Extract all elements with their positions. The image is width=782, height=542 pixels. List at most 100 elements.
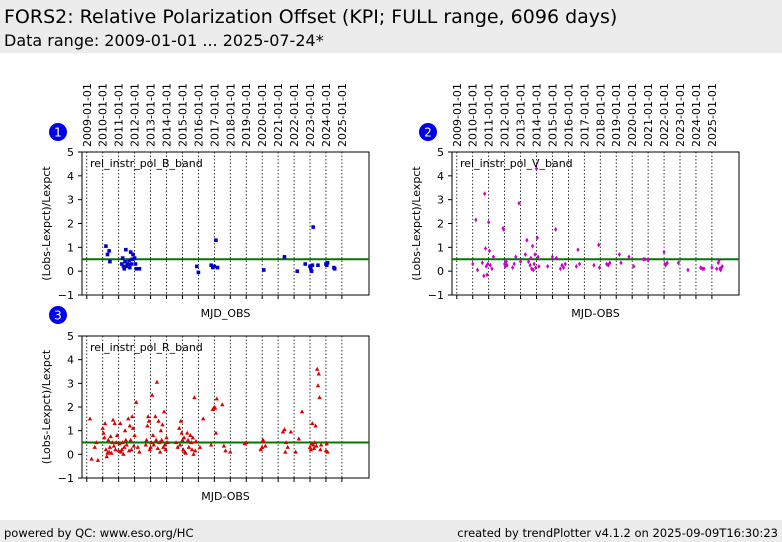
plot-frame (81, 151, 370, 296)
data-point (123, 437, 129, 442)
data-point (643, 256, 647, 262)
data-point (144, 437, 149, 442)
data-point (160, 422, 165, 427)
data-point (118, 449, 124, 454)
data-point (280, 429, 286, 434)
data-point (213, 430, 219, 435)
data-point (107, 249, 111, 253)
data-point (137, 266, 142, 271)
data-point (119, 447, 125, 452)
data-point (121, 451, 126, 456)
data-point (131, 443, 137, 448)
data-point (110, 440, 115, 445)
x-tick-label: 2009-01-01 (81, 83, 94, 147)
data-point (181, 447, 186, 452)
data-point (563, 261, 567, 267)
data-point (103, 447, 109, 452)
data-point (127, 258, 131, 263)
data-point (161, 409, 167, 414)
data-point (193, 438, 199, 443)
data-point (165, 440, 170, 445)
data-point (120, 262, 124, 266)
data-point (129, 262, 134, 266)
data-point (299, 409, 305, 414)
data-point (483, 191, 487, 197)
data-point (214, 238, 218, 242)
data-point (608, 260, 612, 266)
data-point (577, 261, 582, 267)
data-point (212, 405, 218, 410)
data-point (528, 262, 532, 268)
data-point (720, 264, 724, 269)
data-point (121, 264, 126, 269)
data-point (311, 446, 317, 451)
chart-panel-2: 2009-01-01 2010-01-01 2011-01-01 2012-01-01… (410, 83, 740, 320)
data-point (126, 263, 131, 268)
data-point (153, 437, 159, 442)
data-point (554, 227, 558, 232)
x-tick-label: 2019-01-01 (610, 83, 623, 147)
data-point (303, 262, 308, 266)
data-point (710, 265, 714, 270)
page-title: FORS2: Relative Polarization Offset (KPI… (4, 6, 618, 28)
panel-badge (419, 123, 437, 141)
data-point (193, 448, 198, 453)
y-tick-label: 1 (67, 241, 74, 254)
x-tick-label: 2017-01-01 (578, 83, 591, 147)
data-point (258, 447, 263, 452)
data-point (518, 259, 523, 265)
data-point (315, 383, 321, 388)
data-point (104, 454, 109, 459)
data-point (488, 262, 492, 268)
data-point (536, 254, 540, 260)
data-point (124, 442, 129, 447)
data-point (200, 416, 206, 421)
x-tick-label: 2013-01-01 (515, 83, 528, 147)
data-point (126, 448, 132, 453)
data-point (191, 451, 196, 456)
data-point (147, 447, 152, 452)
data-point (181, 435, 187, 440)
y-tick-label: −1 (58, 289, 74, 302)
data-point (135, 444, 141, 449)
y-tick-label: 5 (67, 330, 74, 343)
data-point (282, 255, 287, 259)
data-point (122, 428, 128, 433)
data-point (183, 450, 188, 455)
data-point (178, 418, 184, 423)
data-point (562, 265, 566, 270)
data-point (123, 259, 127, 264)
data-point (293, 449, 298, 454)
chart-panel-1: 2009-01-01 2010-01-01 2011-01-01 2012-01-01… (40, 83, 370, 320)
data-point (471, 261, 475, 267)
y-tick-label: 3 (67, 194, 74, 207)
x-tick-label: 2018-01-01 (594, 83, 607, 147)
plot-frame (451, 151, 740, 296)
data-point (558, 266, 563, 272)
data-point (189, 440, 194, 445)
panel-number: 2 (424, 126, 432, 140)
data-point (676, 260, 681, 266)
data-point (162, 442, 168, 447)
data-point (474, 217, 478, 223)
y-tick-label: 1 (437, 241, 444, 254)
data-point (311, 225, 315, 229)
x-tick-label: 2012-01-01 (129, 83, 142, 147)
data-point (130, 257, 135, 262)
y-tick-label: 0 (67, 265, 74, 278)
data-point (263, 443, 268, 448)
y-tick-label: 5 (437, 146, 444, 159)
data-point (662, 249, 666, 255)
data-point (92, 444, 97, 449)
x-tick-label: 2015-01-01 (546, 83, 559, 147)
series-label: rel_instr_pol_R_band (90, 341, 203, 354)
data-point (308, 264, 312, 269)
data-point (316, 263, 320, 268)
data-point (177, 425, 182, 430)
data-point (592, 262, 596, 268)
data-point (484, 264, 488, 269)
data-point (164, 435, 169, 440)
data-point (220, 402, 225, 407)
data-point (325, 261, 330, 265)
y-tick-label: 4 (67, 170, 74, 183)
